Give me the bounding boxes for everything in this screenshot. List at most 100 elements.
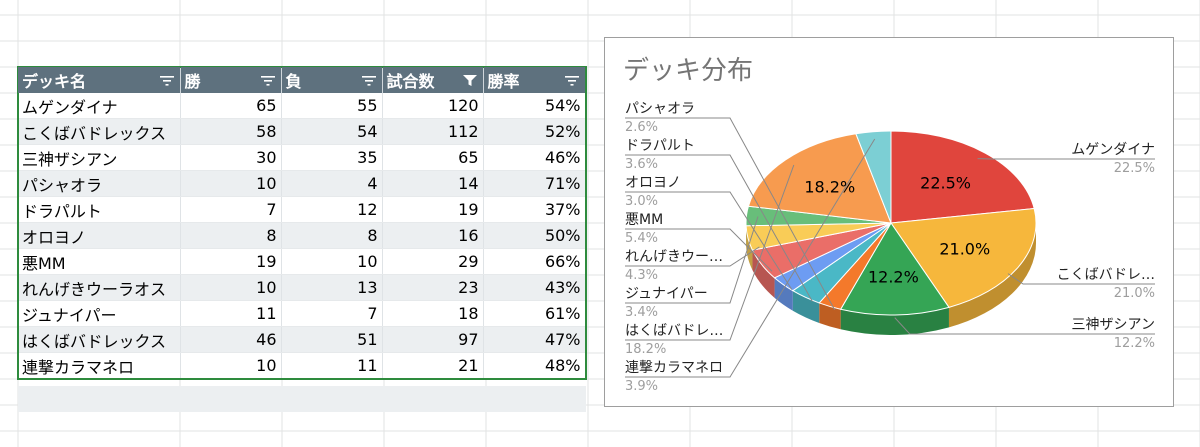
table-row: 連撃カラマネロ 10 11 21 48% — [18, 352, 586, 379]
callout-pct-label: 4.3% — [625, 268, 658, 283]
losses-cell[interactable]: 13 — [281, 274, 383, 301]
deck-name-cell[interactable]: パシャオラ — [18, 170, 181, 197]
win-rate-cell[interactable]: 54% — [483, 93, 586, 119]
wins-cell[interactable]: 11 — [180, 300, 282, 327]
header-matches[interactable]: 試合数 — [382, 67, 484, 93]
wins-cell[interactable]: 46 — [180, 326, 282, 353]
table-row: 三神ザシアン 30 35 65 46% — [18, 144, 586, 171]
losses-cell[interactable]: 4 — [281, 170, 383, 197]
deck-name-cell[interactable]: こくばバドレックス — [18, 118, 181, 145]
wins-cell[interactable]: 65 — [180, 93, 282, 119]
deck-name-cell[interactable]: 連撃カラマネロ — [18, 352, 181, 379]
chart-title: デッキ分布 — [623, 56, 754, 86]
deck-name-cell[interactable]: 悪MM — [18, 248, 181, 275]
win-rate-cell[interactable]: 66% — [483, 248, 586, 275]
deck-table: デッキ名 勝 負 試合数 勝率 ムゲンダイナ 65 55 120 54% こくばバドレック… — [17, 66, 587, 380]
deck-name-cell[interactable]: ジュナイパー — [18, 300, 181, 327]
matches-cell[interactable]: 23 — [382, 274, 484, 301]
pie-slice[interactable] — [855, 130, 892, 224]
filter-lines-icon[interactable] — [260, 75, 275, 86]
win-rate-cell[interactable]: 47% — [483, 326, 586, 353]
losses-cell[interactable]: 54 — [281, 118, 383, 145]
header-win-rate[interactable]: 勝率 — [483, 67, 586, 93]
deck-name-cell[interactable]: ドラパルト — [18, 196, 181, 223]
callout-pct-label: 5.4% — [625, 231, 658, 246]
win-rate-cell[interactable]: 37% — [483, 196, 586, 223]
losses-cell[interactable]: 12 — [281, 196, 383, 223]
filter-lines-icon[interactable] — [564, 75, 579, 86]
header-wins[interactable]: 勝 — [180, 67, 282, 93]
filter-lines-icon[interactable] — [159, 75, 174, 86]
matches-cell[interactable]: 21 — [382, 352, 484, 379]
callout-line — [625, 164, 795, 341]
table-row: オロヨノ 8 8 16 50% — [18, 222, 586, 249]
win-rate-cell[interactable]: 71% — [483, 170, 586, 197]
matches-cell[interactable]: 120 — [382, 93, 484, 119]
wins-cell[interactable]: 10 — [180, 274, 282, 301]
pie-slice[interactable] — [890, 130, 1035, 224]
losses-cell[interactable]: 10 — [281, 248, 383, 275]
wins-cell[interactable]: 30 — [180, 144, 282, 171]
losses-cell[interactable]: 11 — [281, 352, 383, 379]
win-rate-cell[interactable]: 61% — [483, 300, 586, 327]
callout-name-label: オロヨノ — [625, 175, 681, 191]
callout-pct-label: 12.2% — [1114, 336, 1155, 351]
pie-slice[interactable] — [890, 207, 1037, 308]
slice-inside-label: 22.5% — [920, 173, 971, 192]
deck-name-cell[interactable]: 三神ザシアン — [18, 144, 181, 171]
losses-cell[interactable]: 35 — [281, 144, 383, 171]
pie-slice[interactable] — [839, 222, 950, 316]
callout-name-label: ドラパルト — [625, 138, 695, 154]
losses-cell[interactable]: 51 — [281, 326, 383, 353]
losses-cell[interactable]: 8 — [281, 222, 383, 249]
win-rate-cell[interactable]: 46% — [483, 144, 586, 171]
wins-cell[interactable]: 10 — [180, 170, 282, 197]
matches-cell[interactable]: 65 — [382, 144, 484, 171]
header-deck-name[interactable]: デッキ名 — [18, 67, 181, 93]
table-row: 悪MM 19 10 29 66% — [18, 248, 586, 275]
win-rate-cell[interactable]: 52% — [483, 118, 586, 145]
win-rate-cell[interactable]: 50% — [483, 222, 586, 249]
table-row: れんげきウーラオス 10 13 23 43% — [18, 274, 586, 301]
wins-cell[interactable]: 8 — [180, 222, 282, 249]
filter-funnel-icon[interactable] — [462, 75, 477, 86]
matches-cell[interactable]: 19 — [382, 196, 484, 223]
callout-name-label: パシャオラ — [625, 101, 695, 117]
win-rate-cell[interactable]: 48% — [483, 352, 586, 379]
matches-cell[interactable]: 16 — [382, 222, 484, 249]
losses-cell[interactable]: 7 — [281, 300, 383, 327]
callout-line — [625, 191, 793, 290]
deck-name-cell[interactable]: れんげきウーラオス — [18, 274, 181, 301]
wins-cell[interactable]: 19 — [180, 248, 282, 275]
matches-cell[interactable]: 112 — [382, 118, 484, 145]
deck-name-cell[interactable]: オロヨノ — [18, 222, 181, 249]
slice-inside-label: 18.2% — [804, 177, 855, 196]
callout-line — [625, 154, 813, 302]
callout-line — [625, 216, 759, 304]
matches-cell[interactable]: 18 — [382, 300, 484, 327]
win-rate-cell[interactable]: 43% — [483, 274, 586, 301]
filter-lines-icon[interactable] — [361, 75, 376, 86]
table-row: パシャオラ 10 4 14 71% — [18, 170, 586, 197]
wins-cell[interactable]: 58 — [180, 118, 282, 145]
matches-cell[interactable]: 14 — [382, 170, 484, 197]
callout-name-label: 悪MM — [625, 212, 663, 228]
pie-slice[interactable] — [747, 133, 892, 224]
deck-name-cell[interactable]: ムゲンダイナ — [18, 93, 181, 119]
losses-cell[interactable]: 55 — [281, 93, 383, 119]
pie-chart-card[interactable]: デッキ分布 22.5% 21.0% 12.2% 18.2% ムゲンダイナ 22.5% こくば… — [604, 37, 1174, 407]
wins-cell[interactable]: 10 — [180, 352, 282, 379]
header-label: デッキ名 — [22, 72, 87, 91]
matches-cell[interactable]: 29 — [382, 248, 484, 275]
deck-name-cell[interactable]: はくばバドレックス — [18, 326, 181, 353]
header-row: デッキ名 勝 負 試合数 勝率 — [18, 67, 586, 93]
header-losses[interactable]: 負 — [281, 67, 383, 93]
callout-line — [1007, 273, 1155, 285]
callout-name-label: 連撃カラマネロ — [625, 360, 723, 376]
callout-name-label: ジュナイパー — [625, 286, 708, 302]
table-row: こくばバドレックス 58 54 112 52% — [18, 118, 586, 145]
pie-chart[interactable]: 22.5% 21.0% 12.2% 18.2% ムゲンダイナ 22.5% こくばバドレ… 21… — [605, 38, 1173, 406]
callout-name-label: こくばバドレ… — [1057, 267, 1155, 283]
matches-cell[interactable]: 97 — [382, 326, 484, 353]
wins-cell[interactable]: 7 — [180, 196, 282, 223]
